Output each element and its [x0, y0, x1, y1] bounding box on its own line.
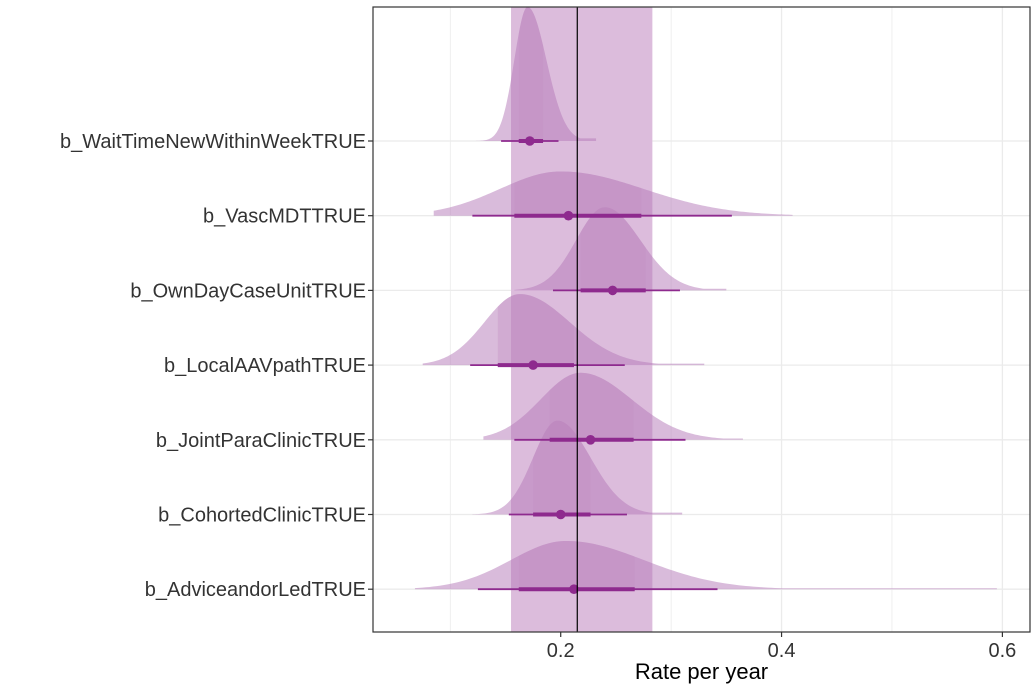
y-tick-label: b_AdviceandorLedTRUE [145, 579, 366, 601]
y-tick-label: b_VascMDTTRUE [203, 206, 366, 228]
density-interval-b_CohortedClinicTRUE [533, 420, 591, 515]
median-point-b_VascMDTTRUE [563, 210, 574, 221]
y-tick-label: b_WaitTimeNewWithinWeekTRUE [60, 131, 366, 153]
panel-border [372, 6, 1031, 633]
y-tick-label: b_OwnDayCaseUnitTRUE [130, 280, 366, 302]
median-point-b_WaitTimeNewWithinWeekTRUE [524, 136, 535, 146]
density-interval-b_WaitTimeNewWithinWeekTRUE [518, 7, 544, 141]
median-point-b_OwnDayCaseUnitTRUE [607, 285, 618, 296]
density-interval-b_JointParaClinicTRUE [549, 372, 634, 440]
x-axis: 0.2 0.4 0.6 [547, 632, 1016, 662]
density-b_OwnDayCaseUnitTRUE [514, 207, 727, 291]
density-interval-b_OwnDayCaseUnitTRUE [580, 207, 646, 291]
y-tick-label: b_LocalAAVpathTRUE [164, 355, 366, 377]
x-tick-label: 0.2 [547, 640, 575, 662]
density-b_LocalAAVpathTRUE [422, 294, 705, 366]
median-point-b_LocalAAVpathTRUE [528, 360, 538, 370]
y-tick-label: b_CohortedClinicTRUE [158, 505, 366, 527]
x-tick-label: 0.6 [988, 640, 1016, 662]
median-point-b_CohortedClinicTRUE [555, 509, 566, 520]
density-b_WaitTimeNewWithinWeekTRUE [472, 7, 597, 142]
density-b_JointParaClinicTRUE [483, 372, 743, 440]
y-axis: b_WaitTimeNewWithinWeekTRUE b_VascMDTTRUE… [60, 131, 373, 601]
x-axis-title: Rate per year [635, 659, 768, 684]
density-b_AdviceandorLedTRUE [414, 540, 997, 590]
density-b_VascMDTTRUE [433, 171, 793, 216]
median-point-b_AdviceandorLedTRUE [569, 584, 579, 594]
y-tick-label: b_JointParaClinicTRUE [156, 430, 366, 452]
density-interval-b_LocalAAVpathTRUE [497, 294, 574, 366]
x-tick-label: 0.4 [768, 640, 796, 662]
plot-panel [373, 7, 1030, 632]
median-point-b_JointParaClinicTRUE [585, 435, 596, 445]
